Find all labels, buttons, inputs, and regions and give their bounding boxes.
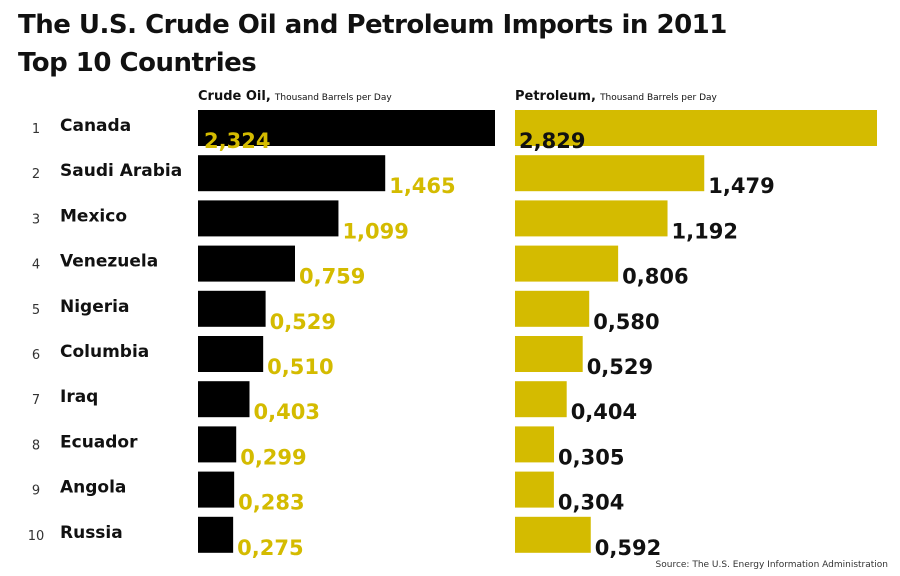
country-label: Ecuador xyxy=(60,432,138,452)
petroleum-bar xyxy=(515,426,555,463)
petroleum-bar xyxy=(515,110,877,146)
crude-oil-header-name: Crude Oil, xyxy=(198,89,271,104)
country-label: Angola xyxy=(60,478,126,498)
crude-oil-value-label: 0,403 xyxy=(254,400,320,424)
crude-oil-value-label: 1,465 xyxy=(389,174,455,198)
petroleum-value-label: 1,192 xyxy=(672,219,738,243)
petroleum-header-name: Petroleum, xyxy=(515,89,596,104)
crude-oil-bar xyxy=(198,245,295,282)
country-label: Russia xyxy=(60,523,123,543)
petroleum-bar xyxy=(515,200,668,237)
source-note: Source: The U.S. Energy Information Admi… xyxy=(655,560,888,570)
crude-oil-bar xyxy=(198,381,250,418)
rank-label: 1 xyxy=(32,122,40,137)
rank-label: 3 xyxy=(32,212,40,227)
country-label: Venezuela xyxy=(60,252,158,272)
country-label: Saudi Arabia xyxy=(60,161,182,181)
crude-oil-bar xyxy=(198,516,234,553)
crude-oil-value-label: 0,283 xyxy=(238,491,304,515)
petroleum-value-label: 1,479 xyxy=(708,174,774,198)
rank-label: 2 xyxy=(32,167,40,182)
crude-oil-value-label: 1,099 xyxy=(342,219,408,243)
country-label: Canada xyxy=(60,116,131,136)
crude-oil-value-label: 2,324 xyxy=(204,129,270,153)
crude-oil-bar xyxy=(198,471,235,508)
petroleum-value-label: 0,806 xyxy=(622,265,688,289)
rank-label: 4 xyxy=(32,258,40,273)
chart-title: The U.S. Crude Oil and Petroleum Imports… xyxy=(18,10,727,40)
crude-oil-value-label: 0,529 xyxy=(270,310,336,334)
chart-subtitle: Top 10 Countries xyxy=(18,48,257,78)
crude-oil-bar xyxy=(198,290,266,327)
crude-oil-bar xyxy=(198,336,264,372)
crude-oil-panel-header: Crude Oil, Thousand Barrels per Day xyxy=(198,89,392,104)
petroleum-value-label: 0,305 xyxy=(558,445,624,469)
petroleum-value-label: 0,580 xyxy=(593,310,659,334)
rank-label: 7 xyxy=(32,393,40,408)
rank-label: 5 xyxy=(32,303,40,318)
crude-oil-bar xyxy=(198,155,386,192)
crude-oil-value-label: 0,275 xyxy=(237,536,303,560)
petroleum-bar xyxy=(515,155,705,192)
country-label: Columbia xyxy=(60,342,149,362)
petroleum-value-label: 0,592 xyxy=(595,536,661,560)
country-label: Mexico xyxy=(60,206,127,226)
petroleum-value-label: 0,304 xyxy=(558,491,624,515)
petroleum-bar xyxy=(515,336,583,372)
petroleum-value-label: 0,529 xyxy=(587,355,653,379)
petroleum-header-unit: Thousand Barrels per Day xyxy=(600,93,717,103)
crude-oil-header-unit: Thousand Barrels per Day xyxy=(274,93,392,103)
crude-oil-value-label: 0,299 xyxy=(240,445,306,469)
petroleum-bar xyxy=(515,471,554,508)
crude-oil-bar xyxy=(198,426,237,463)
petroleum-bar xyxy=(515,245,619,282)
crude-oil-bar xyxy=(198,200,339,237)
rank-label: 6 xyxy=(32,348,40,363)
petroleum-panel-header: Petroleum, Thousand Barrels per Day xyxy=(515,89,717,104)
petroleum-bar xyxy=(515,516,591,553)
petroleum-value-label: 0,404 xyxy=(571,400,637,424)
rank-label: 9 xyxy=(32,484,40,499)
country-label: Nigeria xyxy=(60,297,129,317)
crude-oil-bar xyxy=(198,110,495,146)
rank-label: 10 xyxy=(28,529,45,544)
petroleum-bar xyxy=(515,290,590,327)
petroleum-value-label: 2,829 xyxy=(519,129,585,153)
petroleum-bar xyxy=(515,381,567,418)
crude-oil-value-label: 0,759 xyxy=(299,265,365,289)
crude-oil-value-label: 0,510 xyxy=(267,355,333,379)
country-label: Iraq xyxy=(60,387,98,407)
rank-label: 8 xyxy=(32,438,40,453)
